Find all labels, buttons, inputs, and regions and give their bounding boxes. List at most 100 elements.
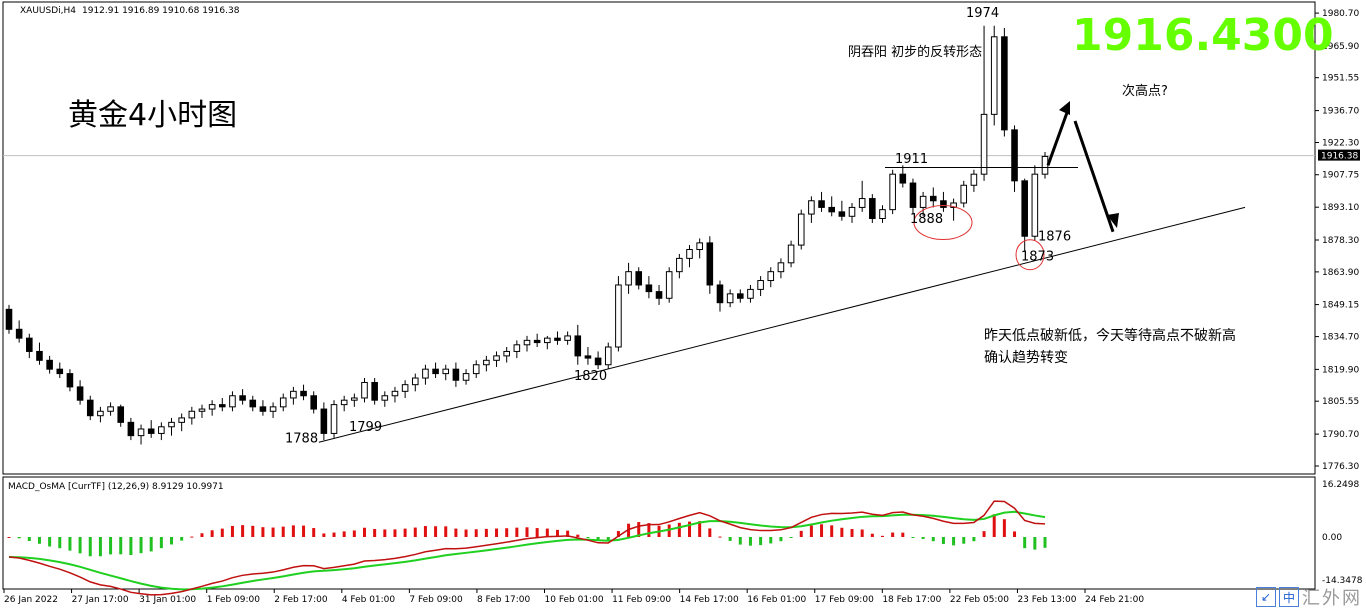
y-tick-label: 1878.30 — [1322, 236, 1359, 246]
price-annotation: 1911 — [895, 152, 928, 167]
language-icon[interactable]: 中 — [1279, 587, 1299, 607]
candle-body — [147, 428, 155, 434]
candle-body — [269, 406, 277, 412]
candle-body — [86, 399, 94, 417]
macd-bar — [362, 527, 366, 537]
candle-body — [615, 284, 622, 348]
macd-bar — [545, 528, 549, 537]
candle-body — [554, 337, 561, 341]
candle-body — [351, 397, 358, 401]
candle-body — [15, 328, 23, 339]
candle-body — [208, 404, 216, 410]
macd-bar — [911, 537, 915, 538]
candle-body — [97, 410, 104, 417]
macd-bar — [830, 525, 834, 537]
macd-bar — [17, 537, 21, 539]
macd-bar — [68, 537, 72, 551]
macd-bar — [98, 537, 102, 557]
macd-bar — [921, 537, 925, 539]
macd-bar — [850, 529, 854, 537]
candle-body — [56, 368, 64, 375]
candle-body — [259, 406, 267, 412]
candle-body — [899, 173, 907, 184]
x-tick-label: 8 Feb 17:00 — [477, 595, 531, 605]
macd-bar — [748, 537, 752, 546]
candle-body — [574, 335, 582, 357]
macd-bar — [647, 523, 651, 537]
y-tick-label: 1907.75 — [1322, 171, 1359, 181]
macd-bar — [373, 529, 377, 537]
candle-body — [239, 395, 246, 401]
price-annotation: 1974 — [966, 6, 999, 21]
macd-bar — [566, 530, 570, 537]
candle-body — [513, 344, 521, 352]
candle-body — [940, 200, 947, 208]
x-tick-label: 17 Feb 09:00 — [815, 595, 874, 605]
macd-bar — [1043, 537, 1047, 548]
candle-body — [340, 399, 348, 406]
macd-bar — [809, 525, 813, 537]
y-tick-label: 1922.30 — [1322, 138, 1359, 148]
candle-body — [544, 337, 551, 344]
arrow-down-shaft — [1073, 120, 1115, 233]
macd-bar — [251, 525, 255, 537]
symbol-label: XAUUSDi,H4 — [20, 6, 76, 16]
candle-body — [330, 404, 338, 434]
macd-bar — [952, 537, 956, 546]
candle-body — [46, 359, 53, 370]
x-tick-label: 10 Feb 01:00 — [545, 595, 604, 605]
candle-body — [442, 368, 450, 375]
macd-bar — [423, 526, 427, 537]
candle-body — [919, 195, 927, 208]
x-tick-label: 23 Feb 13:00 — [1017, 595, 1076, 605]
candle-body — [493, 355, 500, 361]
candle-body — [889, 173, 896, 211]
candle-body — [188, 410, 196, 419]
macd-bar — [870, 533, 874, 537]
candle-body — [290, 390, 297, 399]
candle-body — [158, 426, 165, 434]
macd-bar — [962, 537, 966, 544]
candle-body — [777, 262, 785, 273]
main-panel-frame — [2, 1, 1316, 475]
candle-body — [655, 291, 663, 299]
macd-bar — [302, 525, 306, 537]
circle-low-1888 — [913, 204, 973, 240]
macd-bar — [1013, 531, 1017, 537]
macd-bar — [413, 527, 417, 537]
candle-body — [726, 293, 734, 304]
big-price: 1916.4300 — [1072, 10, 1334, 61]
candle-body — [584, 355, 592, 359]
macd-bar — [1002, 519, 1006, 537]
arrow-icon[interactable]: ↙ — [1256, 587, 1276, 607]
candle-body — [808, 200, 815, 215]
arrow-down-head — [1107, 213, 1119, 228]
macd-bar — [860, 529, 864, 537]
candles-group — [5, 25, 1049, 445]
candle-body — [929, 195, 937, 202]
macd-group — [7, 500, 1047, 596]
candle-body — [117, 406, 125, 423]
candle-body — [229, 395, 236, 408]
x-tick-label: 2 Feb 17:00 — [274, 595, 328, 605]
macd-bar — [484, 528, 488, 537]
macd-bar — [393, 529, 397, 537]
macd-bar — [322, 533, 326, 537]
candle-body — [137, 428, 145, 437]
price-annotation: 1799 — [349, 420, 382, 435]
macd-bar — [576, 534, 580, 537]
y-tick-label: 1819.90 — [1322, 365, 1359, 375]
x-tick-label: 18 Feb 17:00 — [882, 595, 941, 605]
candle-body — [503, 350, 510, 357]
candle-body — [462, 373, 470, 381]
candle-body — [391, 390, 399, 397]
candle-body — [787, 244, 795, 264]
candle-body — [747, 288, 754, 299]
macd-bar — [88, 537, 92, 557]
macd-bar — [718, 536, 722, 538]
candle-body — [665, 271, 673, 299]
x-tick-label: 1 Feb 09:00 — [207, 595, 261, 605]
macd-bar — [291, 525, 295, 537]
macd-bar — [403, 528, 407, 537]
